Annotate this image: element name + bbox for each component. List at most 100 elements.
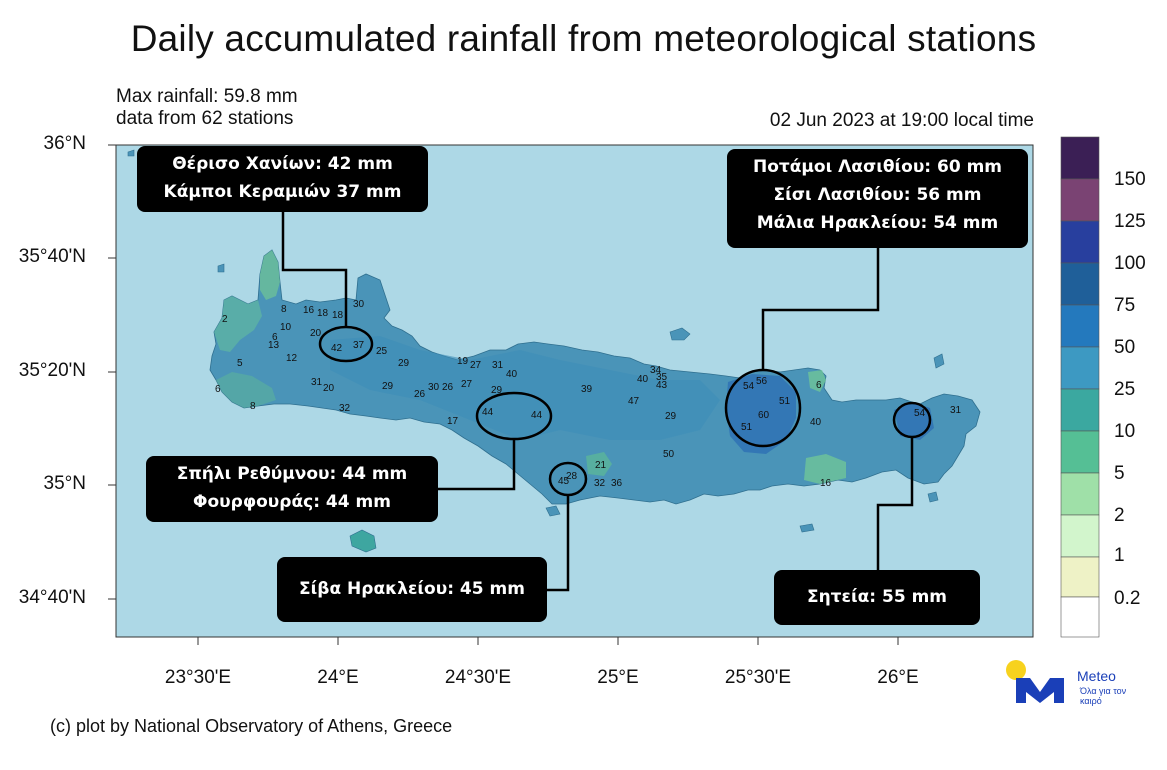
station-value: 6 [272,332,278,343]
station-value: 31 [311,377,323,388]
meteo-logo-tagline: Όλα για τον καιρό [1080,686,1127,706]
station-value: 34 [650,365,662,376]
station-value: 39 [581,384,593,395]
callout-line: Σίβα Ηρακλείου: 45 mm [299,579,525,599]
callout-heraklion: Σίβα Ηρακλείου: 45 mm [277,557,547,622]
islet-dia [669,327,691,341]
station-value: 29 [398,358,410,369]
station-value: 50 [663,449,675,460]
station-value: 27 [461,379,473,390]
callout-rethymno: Σπήλι Ρεθύμνου: 44 mm Φουρφουράς: 44 mm [146,456,438,522]
leader-rethymno [438,439,516,491]
colorbar-swatch [1060,346,1100,390]
station-value: 17 [447,416,459,427]
callout-line: Μάλια Ηρακλείου: 54 mm [756,213,999,233]
colorbar-label: 125 [1114,211,1146,232]
islet-pontikonisi [217,263,225,273]
colorbar-swatch [1060,220,1100,264]
low-rain-zone-west [214,296,262,352]
colorbar-swatch [1060,304,1100,348]
station-value: 56 [756,376,768,387]
callout-line: Κάμποι Κεραμιών 37 mm [163,182,402,202]
station-value: 21 [595,460,607,471]
station-value: 6 [816,380,822,391]
colorbar-label: 25 [1114,379,1136,400]
station-value: 44 [531,410,543,421]
station-value: 30 [428,382,440,393]
station-value: 40 [506,369,518,380]
station-value: 29 [491,385,503,396]
lon-label: 25°E [597,667,639,688]
meteo-m-icon [1016,678,1064,703]
low-rain-zone-northeast [808,370,826,392]
lon-label: 26°E [877,667,919,688]
station-value: 26 [414,389,426,400]
station-value: 18 [332,310,344,321]
station-value: 30 [353,299,365,310]
leader-lasithi [761,248,880,370]
station-value: 51 [779,396,791,407]
lon-label: 25°30'E [724,667,792,688]
colorbar [1060,136,1100,638]
stations-count-label: data from 62 stations [116,108,294,129]
station-value: 26 [442,382,454,393]
colorbar-label: 0.2 [1114,588,1141,609]
station-value: 12 [286,353,298,364]
islet-gavdos [349,529,377,553]
station-value: 28 [566,471,578,482]
colorbar-swatch [1060,178,1100,222]
islet-dionysades [933,353,945,369]
high-rain-zone-siteia [894,402,934,440]
callout-lasithi: Ποτάμοι Λασιθίου: 60 mm Σίσι Λασιθίου: 5… [727,149,1028,248]
islet-elafonisi [545,505,561,517]
meteo-logo-name: Meteo [1077,668,1116,684]
islet-koufonisi [927,491,939,503]
colorbar-label: 10 [1114,421,1136,442]
lat-label: 35°20'N [18,360,86,381]
station-value: 54 [914,408,926,419]
station-value: 32 [339,403,351,414]
high-rain-zone-lasithi [726,374,796,454]
max-rainfall-label: Max rainfall: 59.8 mm [116,86,298,107]
islet-agioi-theodoroi [127,149,135,157]
callout-leader-lines [281,212,914,592]
colorbar-label: 75 [1114,295,1136,316]
station-value: 31 [950,405,962,416]
colorbar-swatch [1060,262,1100,306]
chart-title: Daily accumulated rainfall from meteorol… [130,18,1037,59]
station-value: 42 [331,343,343,354]
colorbar-swatch [1060,596,1100,638]
station-value: 32 [594,478,606,489]
station-value: 16 [303,305,315,316]
station-value: 60 [758,410,770,421]
station-value: 10 [280,322,292,333]
station-value: 8 [281,304,287,315]
leader-siteia [876,437,914,570]
lon-label: 24°E [317,667,359,688]
station-value: 27 [470,360,482,371]
station-value: 44 [482,407,494,418]
low-rain-zone-gramvousa [260,250,280,300]
station-value: 18 [317,308,329,319]
callout-siteia: Σητεία: 55 mm [774,570,980,625]
low-rain-zone-south-central [586,452,612,476]
station-value: 40 [637,374,649,385]
station-value: 6 [215,384,221,395]
station-value: 16 [820,478,832,489]
leader-chania [281,212,348,327]
datetime-label: 02 Jun 2023 at 19:00 local time [769,110,1034,131]
station-value: 36 [611,478,623,489]
station-value: 20 [323,383,335,394]
station-value: 31 [492,360,504,371]
station-value: 20 [310,328,322,339]
station-value: 25 [376,346,388,357]
callout-line: Σητεία: 55 mm [806,587,948,607]
station-value: 45 [558,476,570,487]
station-value: 13 [268,340,280,351]
callout-line: Σπήλι Ρεθύμνου: 44 mm [176,464,408,484]
colorbar-label: 1 [1114,545,1125,566]
callout-line: Σίσι Λασιθίου: 56 mm [773,185,982,205]
sun-icon [1006,660,1026,680]
high-rain-zone-central [330,336,720,440]
callout-chania: Θέρισο Χανίων: 42 mm Κάμποι Κεραμιών 37 … [137,146,428,212]
